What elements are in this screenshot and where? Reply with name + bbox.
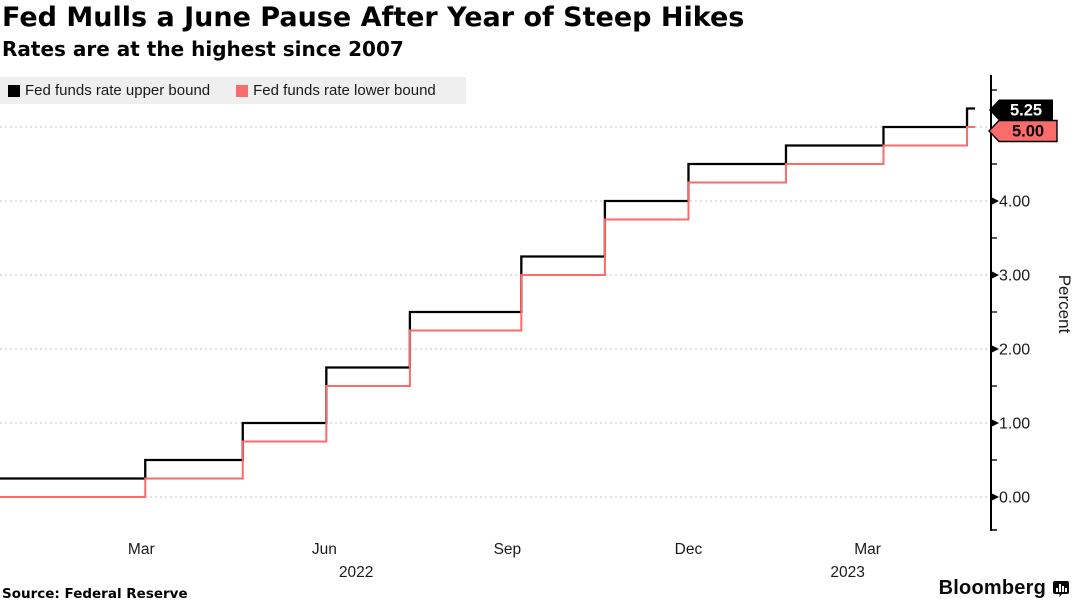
chart-legend: Fed funds rate upper bound Fed funds rate…	[0, 77, 466, 104]
x-tick-label: Mar	[854, 541, 881, 558]
x-tick-label: Sep	[494, 541, 522, 558]
x-tick-label: Mar	[128, 541, 155, 558]
bloomberg-logo: Bloomberg	[939, 577, 1070, 600]
legend-swatch	[8, 84, 20, 97]
y-axis-title: Percent	[1055, 274, 1074, 334]
legend-label: Fed funds rate upper bound	[25, 82, 211, 99]
legend-label: Fed funds rate lower bound	[253, 82, 436, 99]
legend-item: Fed funds rate lower bound	[236, 82, 436, 99]
axis-value-badge	[988, 119, 1058, 143]
axis-value-badge	[989, 99, 1053, 121]
chart-subtitle: Rates are at the highest since 2007	[2, 37, 404, 61]
axis-badge-label: 5.00	[1012, 123, 1044, 141]
axis-badge-label: 5.25	[1010, 102, 1042, 120]
y-major-tick	[991, 493, 999, 501]
y-tick-label: 1.00	[999, 416, 1030, 433]
x-tick-label: Dec	[675, 541, 703, 558]
y-tick-label: 2.00	[999, 342, 1030, 359]
y-major-tick	[991, 197, 999, 205]
y-tick-label: 3.00	[999, 268, 1030, 285]
y-tick-label: 0.00	[999, 490, 1030, 507]
legend-swatch	[236, 84, 249, 97]
y-tick-label: 4.00	[999, 194, 1030, 211]
y-major-tick	[991, 345, 999, 353]
bloomberg-chart-bubble-icon	[1053, 580, 1069, 597]
y-major-tick	[991, 419, 999, 427]
lower-bound-line	[0, 126, 975, 498]
x-year-label: 2023	[830, 564, 864, 581]
bloomberg-wordmark: Bloomberg	[938, 577, 1046, 599]
chart-title: Fed Mulls a June Pause After Year of Ste…	[2, 2, 745, 33]
y-major-tick	[991, 271, 999, 279]
source-label: Source: Federal Reserve	[2, 586, 188, 602]
x-tick-label: Jun	[312, 541, 337, 558]
x-year-label: 2022	[339, 564, 373, 581]
legend-item: Fed funds rate upper bound	[8, 82, 210, 99]
